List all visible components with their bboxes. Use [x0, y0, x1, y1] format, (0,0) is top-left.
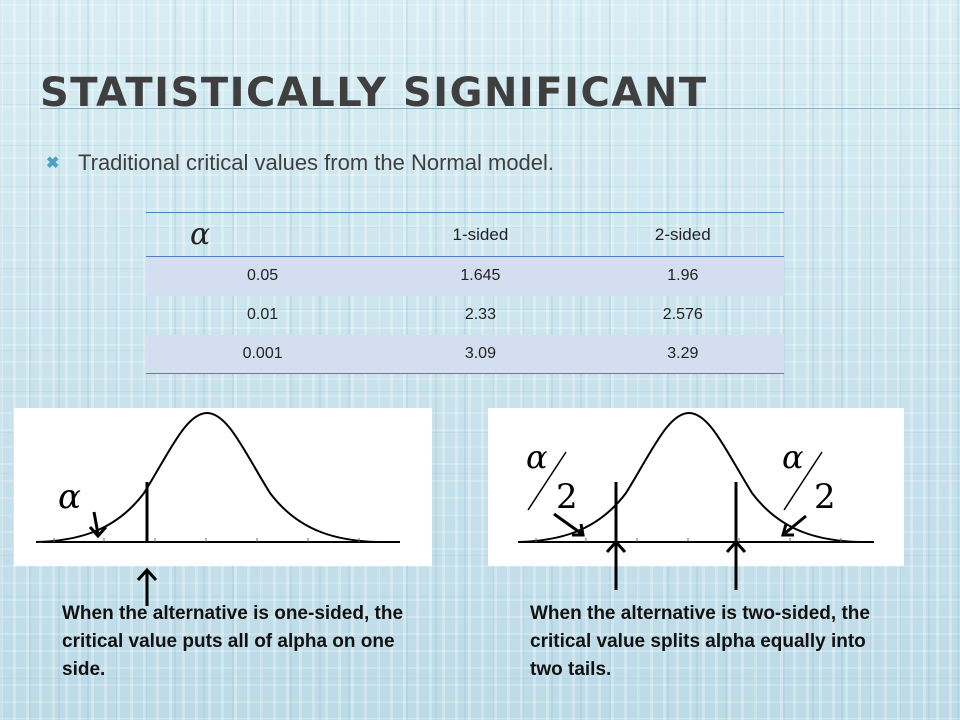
table-cell: 0.001	[242, 344, 283, 362]
one-sided-curve-panel	[14, 408, 432, 566]
slide-title: STATISTICALLY SIGNIFICANT	[40, 70, 708, 116]
table-cell: 3.29	[667, 344, 699, 362]
title-rule	[40, 108, 960, 109]
denominator-label: 2	[814, 477, 836, 517]
table-cell: 0.05	[247, 267, 279, 285]
table-row: 0.05 1.645 1.96	[146, 256, 784, 296]
one-sided-curve-figure: α	[35, 411, 400, 606]
alpha-label: α	[526, 438, 548, 476]
left-critical-value-arrow-icon	[605, 539, 627, 590]
alpha-label: α	[782, 438, 804, 476]
table-cell: 0.01	[247, 306, 279, 323]
table-cell: 1.645	[460, 267, 501, 285]
normal-curve	[517, 411, 861, 543]
tail-arrow-icon	[88, 511, 108, 539]
x-bullet-icon: ✖	[46, 155, 60, 172]
normal-curve	[35, 411, 379, 543]
left-tail-arrow-icon	[553, 512, 585, 537]
right-critical-value-arrow-icon	[725, 539, 747, 590]
axis-ticks	[53, 538, 360, 542]
table-cell: 1.96	[667, 267, 699, 285]
two-sided-curve-figure: α 2 α 2	[517, 411, 874, 590]
alpha-label: α	[58, 477, 81, 517]
table-header-alpha: α	[190, 217, 211, 252]
two-sided-caption: When the alternative is two-sided, the c…	[530, 603, 870, 680]
critical-value-arrow-icon	[136, 567, 158, 606]
table-cell: 2.33	[464, 306, 496, 323]
table-row: 0.001 3.09 3.29	[146, 334, 784, 374]
denominator-label: 2	[556, 477, 578, 517]
bullet-item: ✖ Traditional critical values from the N…	[46, 150, 554, 176]
fraction-bar	[527, 451, 567, 511]
table-cell: 3.09	[464, 344, 496, 362]
alpha-over-two-right: α 2	[782, 438, 836, 517]
critical-values-table: α 1-sided 2-sided 0.05 1.645 1.96 0.01 2…	[146, 212, 784, 374]
table-header-row: α 1-sided 2-sided	[146, 212, 784, 257]
table-header-two-sided: 2-sided	[654, 224, 711, 244]
table-header-one-sided: 1-sided	[452, 224, 509, 244]
table-row: 0.01 2.33 2.576	[146, 296, 784, 335]
right-tail-arrow-icon	[781, 514, 807, 537]
alpha-over-two-left: α 2	[526, 438, 578, 517]
one-sided-caption: When the alternative is one-sided, the c…	[62, 603, 404, 680]
table-cell: 2.576	[662, 306, 703, 323]
fraction-bar	[783, 451, 823, 511]
axis-ticks	[535, 538, 842, 542]
bullet-text: Traditional critical values from the Nor…	[78, 150, 555, 175]
